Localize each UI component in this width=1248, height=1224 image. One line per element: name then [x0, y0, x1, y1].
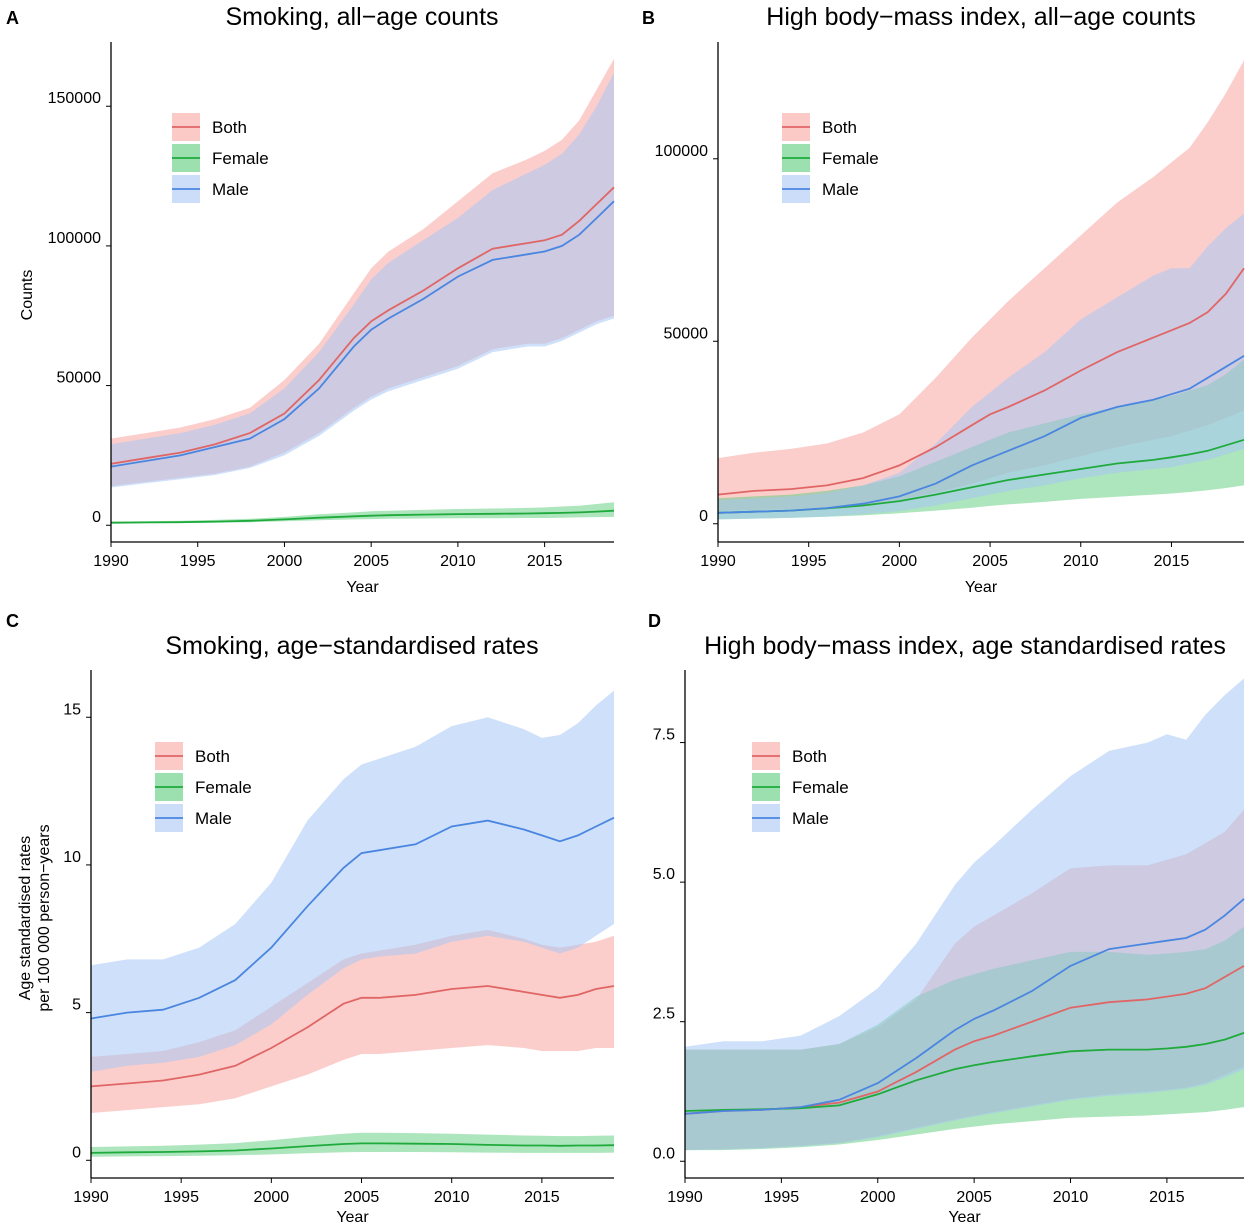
- legend-label-both: Both: [792, 747, 827, 766]
- legend: Both Female Male: [172, 113, 269, 203]
- y-tick-label: 0: [72, 1144, 81, 1161]
- legend-label-female: Female: [792, 778, 849, 797]
- panel-letter: B: [642, 8, 655, 28]
- panel-letter: A: [6, 8, 19, 28]
- y-tick-label: 100000: [48, 230, 101, 247]
- x-axis-label: Year: [346, 579, 379, 596]
- x-tick-label: 2015: [524, 1189, 560, 1206]
- panel-c: 1990 1995 2000 2005 2010 2015 0 5 10 15 Smoking, a…: [6, 611, 615, 1224]
- panel-a: 1990 1995 2000 2005 2010 2015 0 50000 100000 1500…: [6, 3, 615, 596]
- legend-label-male: Male: [195, 809, 232, 828]
- legend: Both Female Male: [752, 742, 849, 832]
- line-male: [91, 816, 615, 1020]
- panel-d: 1990 1995 2000 2005 2010 2015 0.0 2.5 5.0 7.5 High…: [648, 611, 1245, 1224]
- y-tick-label: 50000: [664, 325, 709, 342]
- legend-label-male: Male: [822, 180, 859, 199]
- band-female: [111, 502, 614, 524]
- x-tick-label: 1990: [667, 1189, 703, 1206]
- legend: Both Female Male: [782, 113, 879, 203]
- x-tick-label: 1995: [764, 1189, 800, 1206]
- band-female: [718, 359, 1244, 520]
- legend-label-female: Female: [822, 149, 879, 168]
- x-tick-label: 2005: [344, 1189, 380, 1206]
- legend-label-female: Female: [195, 778, 252, 797]
- y-axis-label: Age standardised rates per 100 000 person…: [17, 824, 53, 1011]
- x-tick-label: 1990: [700, 553, 736, 570]
- chart-title: High body−mass index, all−age counts: [766, 3, 1195, 31]
- line-both: [91, 985, 615, 1088]
- x-tick-label: 2005: [353, 553, 389, 570]
- legend-label-both: Both: [212, 118, 247, 137]
- x-tick-label: 2010: [434, 1189, 470, 1206]
- x-tick-label: 2005: [956, 1189, 992, 1206]
- band-male: [685, 678, 1244, 1151]
- y-tick-label: 50000: [57, 370, 102, 387]
- x-tick-label: 2010: [440, 553, 476, 570]
- x-tick-label: 2015: [1149, 1189, 1185, 1206]
- y-tick-label: 7.5: [653, 727, 675, 744]
- panel-letter: C: [6, 611, 19, 631]
- x-tick-label: 1995: [163, 1189, 199, 1206]
- x-axis-label: Year: [336, 1209, 369, 1224]
- y-tick-label: 0.0: [653, 1145, 675, 1162]
- y-tick-label: 150000: [48, 90, 101, 107]
- y-tick-label: 0: [699, 508, 708, 525]
- line-both: [111, 186, 615, 465]
- chart-title: High body−mass index, age standardised r…: [704, 632, 1226, 660]
- y-tick-label: 100000: [655, 143, 708, 160]
- legend-label-both: Both: [195, 747, 230, 766]
- band-male: [91, 690, 614, 1072]
- x-tick-label: 2000: [267, 553, 303, 570]
- line-male: [718, 355, 1245, 514]
- x-tick-label: 2010: [1053, 1189, 1089, 1206]
- line-female: [685, 1032, 1245, 1112]
- x-tick-label: 1990: [73, 1189, 109, 1206]
- y-tick-label: 10: [63, 849, 81, 866]
- bands: [685, 678, 1245, 1151]
- legend-label-female: Female: [212, 149, 269, 168]
- x-tick-label: 2000: [860, 1189, 896, 1206]
- line-both: [718, 267, 1245, 496]
- line-male: [685, 898, 1245, 1115]
- bands: [718, 60, 1245, 520]
- y-axis-label: Counts: [19, 270, 36, 321]
- y-tick-label: 15: [63, 701, 81, 718]
- y-tick-label: 0: [92, 509, 101, 526]
- line-female: [111, 509, 615, 524]
- legend-label-male: Male: [212, 180, 249, 199]
- panel-b: 1990 1995 2000 2005 2010 2015 0 50000 100000 High…: [642, 3, 1245, 596]
- legend-label-male: Male: [792, 809, 829, 828]
- line-male: [111, 200, 615, 468]
- band-both: [91, 929, 614, 1113]
- legend-label-both: Both: [822, 118, 857, 137]
- x-tick-label: 2000: [254, 1189, 290, 1206]
- x-tick-label: 2015: [1154, 553, 1190, 570]
- x-tick-label: 1990: [93, 553, 129, 570]
- y-tick-label: 5.0: [653, 866, 675, 883]
- x-tick-label: 2010: [1063, 553, 1099, 570]
- panel-letter: D: [648, 611, 661, 631]
- legend: Both Female Male: [155, 742, 252, 832]
- band-male: [718, 213, 1244, 520]
- y-tick-label: 2.5: [653, 1006, 675, 1023]
- x-tick-label: 2015: [527, 553, 563, 570]
- x-axis-label: Year: [965, 579, 998, 596]
- x-tick-label: 2000: [882, 553, 918, 570]
- x-tick-label: 2005: [972, 553, 1008, 570]
- bands: [111, 58, 615, 524]
- x-tick-label: 1995: [791, 553, 827, 570]
- chart-title: Smoking, all−age counts: [225, 3, 498, 31]
- y-tick-label: 5: [72, 997, 81, 1014]
- x-tick-label: 1995: [180, 553, 216, 570]
- chart-title: Smoking, age−standardised rates: [165, 632, 538, 660]
- x-axis-label: Year: [948, 1209, 981, 1224]
- band-male: [111, 72, 614, 488]
- line-female: [91, 1142, 615, 1154]
- bands: [91, 690, 615, 1157]
